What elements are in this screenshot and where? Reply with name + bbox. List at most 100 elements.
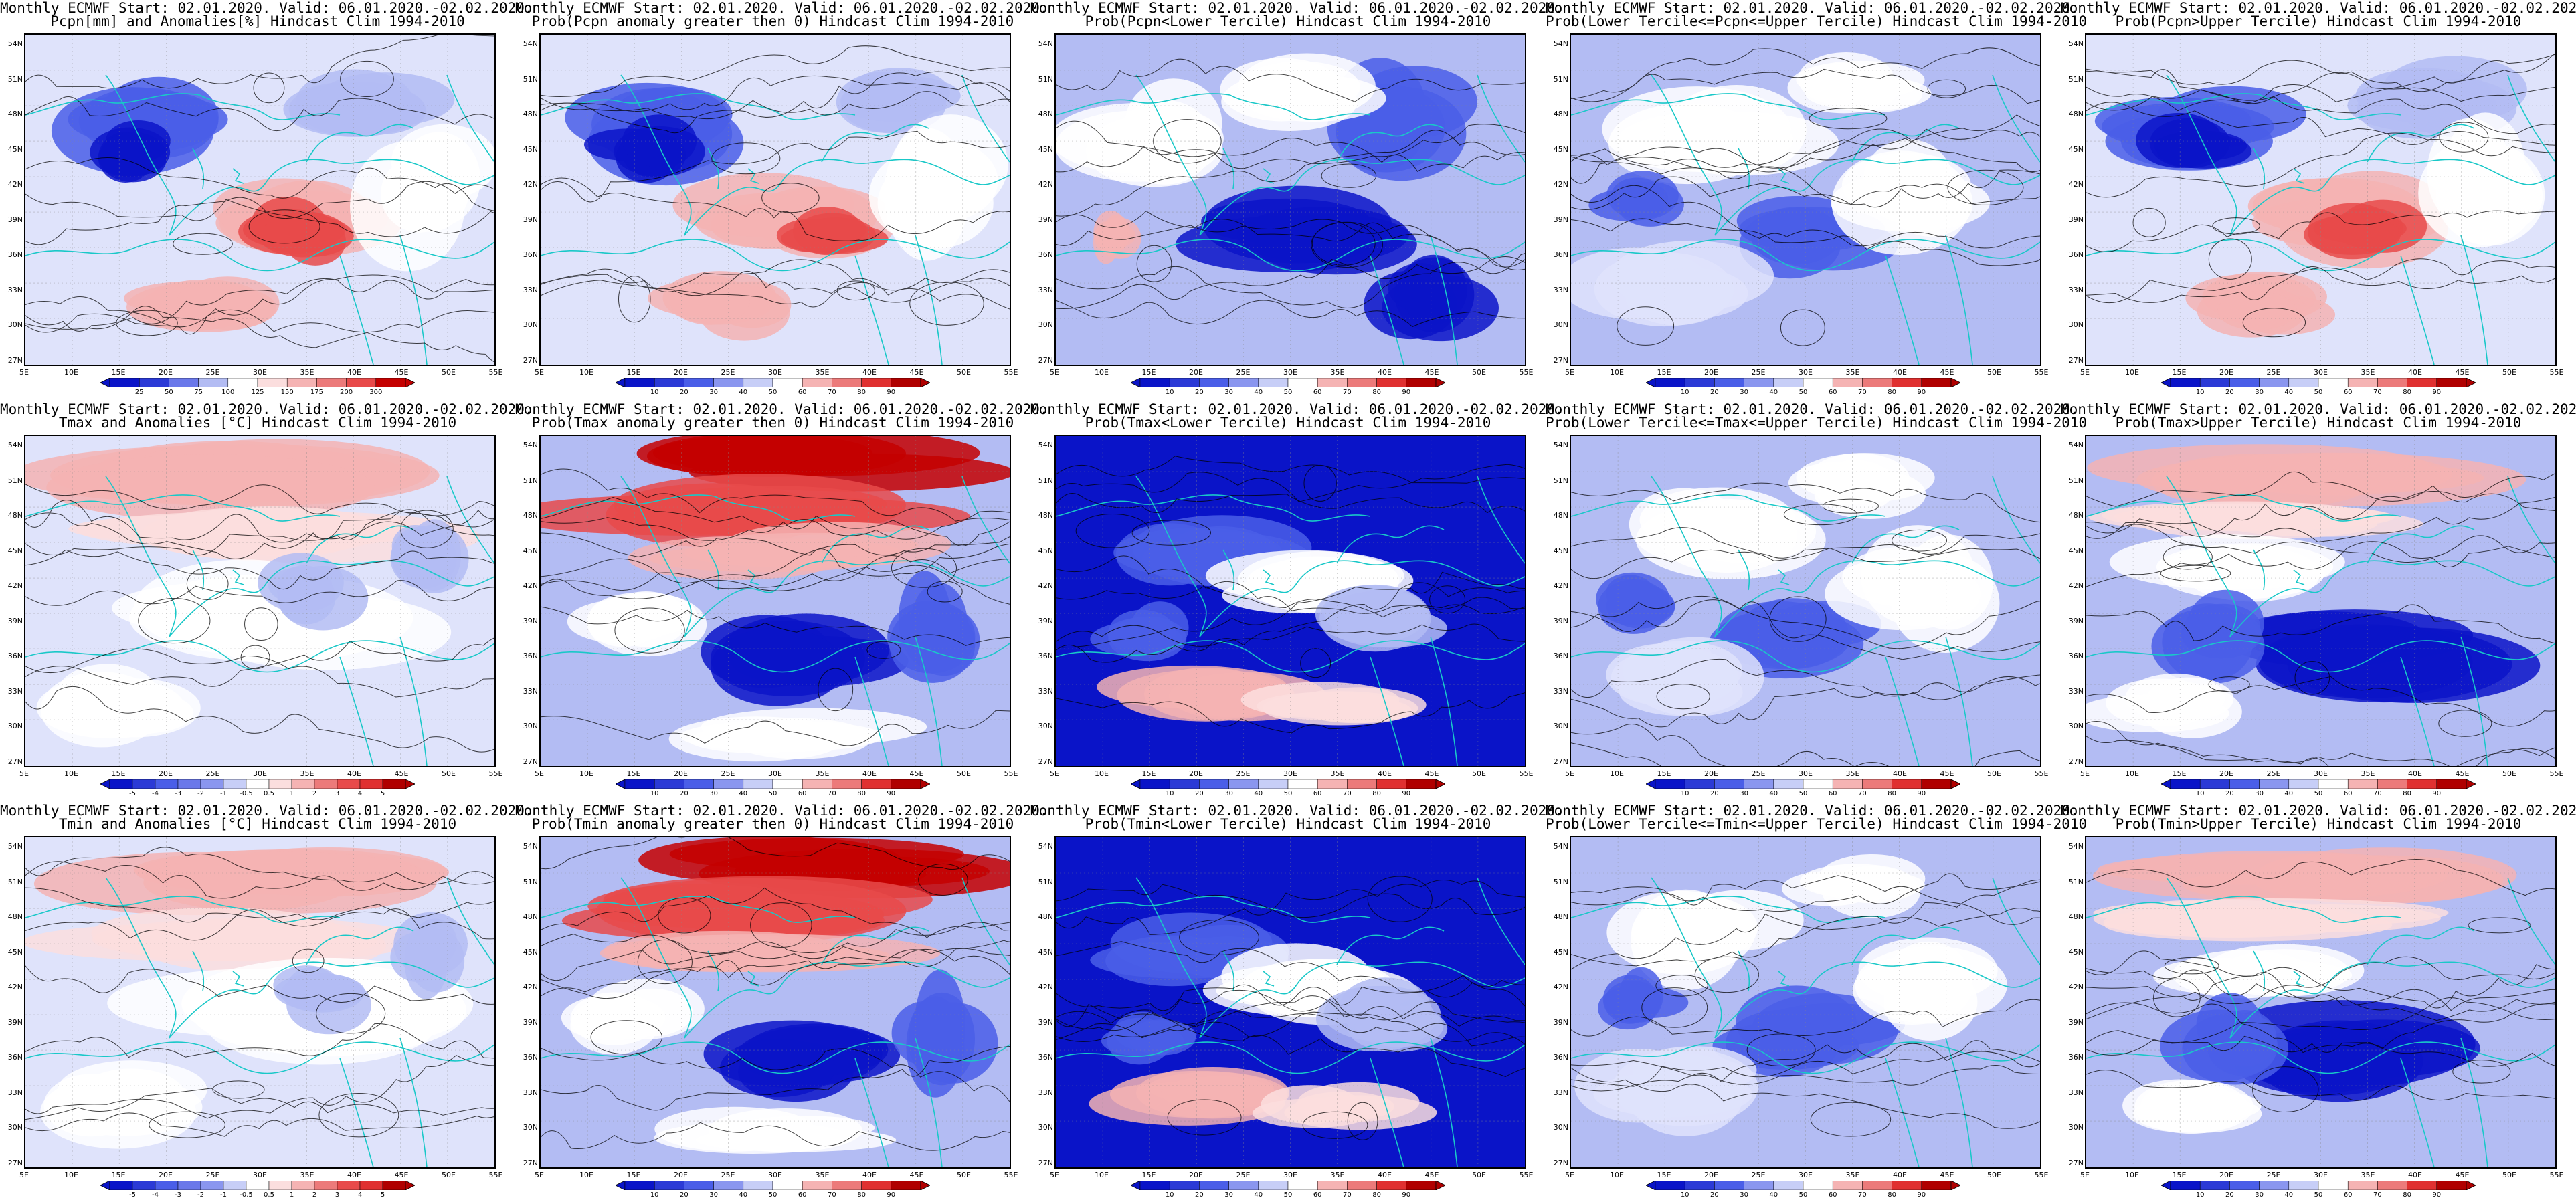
graticule <box>2086 436 2555 766</box>
colorbar-tick-label: -2 <box>197 1191 204 1199</box>
colorbar-segment <box>268 1181 292 1190</box>
colorbar-tick-label: 70 <box>1343 1191 1352 1199</box>
lon-tick-label: 5E <box>1050 368 1059 377</box>
lon-tick-label: 45E <box>1424 1171 1439 1179</box>
colorbar-segment <box>139 378 169 387</box>
colorbar-high-arrow <box>1950 779 1960 789</box>
colorbar-segment <box>1773 779 1804 789</box>
lat-tick-label: 45N <box>7 947 23 957</box>
colorbar-tick-label: -1 <box>220 790 227 797</box>
map-frame <box>1570 435 2041 767</box>
colorbar-tick-label: 50 <box>2314 389 2323 396</box>
map-panel: Monthly ECMWF Start: 02.01.2020. Valid: … <box>515 803 1048 1204</box>
colorbar-high-arrow <box>405 378 415 387</box>
colorbar-tick-label: -3 <box>175 1191 181 1199</box>
anomaly-field <box>565 68 1008 341</box>
colorbar-low-arrow <box>2161 378 2171 387</box>
colorbar-tick-label: 20 <box>1710 389 1719 396</box>
lon-tick-label: 35E <box>1845 769 1860 778</box>
colorbar-tick-label: 50 <box>2314 1191 2323 1199</box>
lat-tick-label: 30N <box>1553 320 1568 329</box>
colorbar-tick-label: 3 <box>335 790 340 797</box>
lon-tick-label: 30E <box>1283 1171 1297 1179</box>
colorbar-segment <box>1258 1181 1289 1190</box>
colorbar-tick-label: 10 <box>2195 790 2205 797</box>
colorbar <box>100 779 415 789</box>
lon-tick-label: 20E <box>1189 1171 1203 1179</box>
lon-tick-label: 45E <box>909 769 924 778</box>
coastline-layer <box>2086 877 2555 1167</box>
colorbar <box>2161 378 2476 387</box>
lat-tick-label: 48N <box>1038 912 1053 921</box>
colorbar-tick-label: 30 <box>1224 1191 1233 1199</box>
lat-tick-label: 51N <box>1553 476 1568 485</box>
colorbar-low-arrow <box>100 1181 110 1190</box>
colorbar-segment <box>1862 1181 1892 1190</box>
lon-tick-label: 30E <box>768 769 782 778</box>
colorbar-segment <box>1406 1181 1437 1190</box>
colorbar-tick-label: 80 <box>1888 389 1896 396</box>
lat-tick-label: 33N <box>1038 285 1053 294</box>
lat-tick-label: 27N <box>1553 757 1568 766</box>
colorbar-tick-label: 40 <box>1254 790 1263 797</box>
colorbar <box>1131 1181 1445 1190</box>
colorbar <box>616 779 930 789</box>
lat-tick-label: 30N <box>7 320 23 329</box>
lat-tick-label: 42N <box>523 581 538 590</box>
lon-tick-label: 15E <box>111 769 126 778</box>
lon-tick-label: 20E <box>2219 769 2233 778</box>
colorbar-segment <box>1684 378 1715 387</box>
colorbar-tick-label: 90 <box>2432 389 2442 396</box>
lon-tick-label: 50E <box>957 1171 971 1179</box>
colorbar-tick-label: 60 <box>1313 790 1322 797</box>
lon-tick-label: 35E <box>815 1171 830 1179</box>
map-frame <box>2085 33 2557 366</box>
contour-layer <box>2086 859 2555 1113</box>
colorbar-tick-label: 30 <box>1224 790 1233 797</box>
colorbar-segment <box>2318 378 2349 387</box>
contour-layer <box>2086 472 2555 766</box>
colorbar-segment <box>337 1181 361 1190</box>
colorbar-segment <box>200 779 224 789</box>
panel-subtitle: Prob(Tmax anomaly greater then 0) Hindca… <box>531 415 1014 431</box>
lat-tick-label: 27N <box>523 1158 538 1167</box>
colorbar-segment <box>1317 378 1348 387</box>
lat-tick-label: 27N <box>1038 757 1053 766</box>
colorbar-tick-label: 50 <box>1799 389 1808 396</box>
map-canvas <box>541 837 1010 1167</box>
colorbar-tick-label: 60 <box>2343 790 2353 797</box>
lat-tick-label: 33N <box>1553 1088 1568 1097</box>
panel-header: Monthly ECMWF Start: 02.01.2020. Valid: … <box>0 401 533 417</box>
lon-tick-label: 25E <box>2266 1171 2281 1179</box>
lon-tick-label: 30E <box>253 769 267 778</box>
lon-tick-label: 55E <box>1004 1171 1018 1179</box>
lat-tick-label: 54N <box>1038 842 1053 851</box>
colorbar-tick-label: 20 <box>1195 389 1204 396</box>
lat-tick-label: 54N <box>2068 39 2084 48</box>
colorbar-tick-label: 50 <box>1283 790 1293 797</box>
lat-tick-label: 36N <box>2068 250 2084 259</box>
lat-tick-label: 27N <box>2068 1158 2084 1167</box>
lat-tick-label: 36N <box>1038 1053 1053 1062</box>
lon-tick-label: 45E <box>394 368 409 377</box>
colorbar-labels: -5 -4 -3 -2 -1 -0.5 0.5 1 2 3 4 5 <box>100 791 415 799</box>
lat-tick-label: 48N <box>523 912 538 921</box>
lon-tick-label: 40E <box>1893 1171 1907 1179</box>
colorbar-segment <box>1892 1181 1922 1190</box>
lat-tick-label: 33N <box>7 285 23 294</box>
lon-tick-label: 15E <box>111 368 126 377</box>
anomaly-field <box>541 436 1010 762</box>
map-panel: Monthly ECMWF Start: 02.01.2020. Valid: … <box>0 0 533 401</box>
graticule <box>1571 35 2040 365</box>
colorbar <box>2161 779 2476 789</box>
lon-tick-label: 45E <box>2455 769 2470 778</box>
colorbar-tick-label: 10 <box>2195 389 2205 396</box>
colorbar-tick-label: 40 <box>1254 389 1263 396</box>
lat-tick-label: 33N <box>2068 1088 2084 1097</box>
lon-tick-label: 45E <box>1424 769 1439 778</box>
contour-layer <box>541 837 1010 1151</box>
contour-layer <box>1571 873 2040 1137</box>
colorbar-segment <box>2347 779 2378 789</box>
colorbar-tick-label: 70 <box>1858 389 1867 396</box>
colorbar-tick-label: 1 <box>289 1191 294 1199</box>
